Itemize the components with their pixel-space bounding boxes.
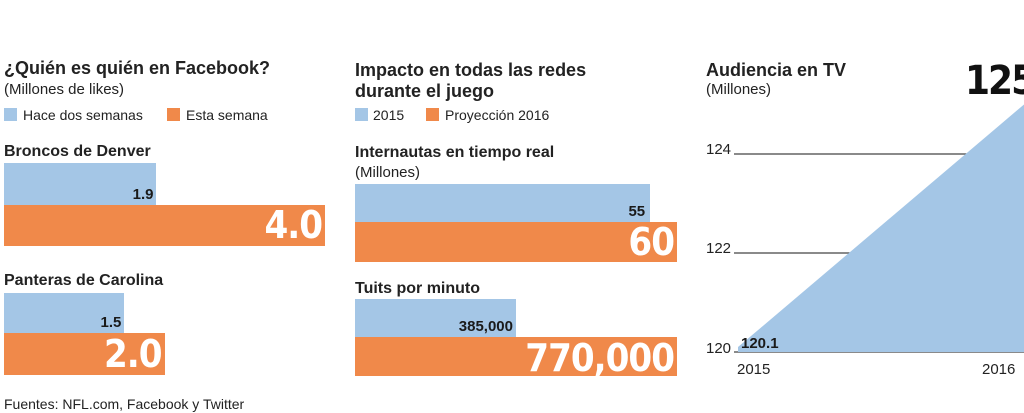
metric-label-internautas: Internautas en tiempo real	[355, 144, 555, 161]
value-tuits-2016: 770,000	[525, 336, 675, 380]
bar-panteras-before	[4, 293, 125, 333]
bar-broncos-now	[4, 205, 325, 246]
legend-label-before: Hace dos semanas	[23, 107, 143, 123]
legend-swatch-2016	[426, 108, 439, 121]
tv-subtitle: (Millones)	[706, 81, 772, 98]
impacto-title-line2: durante el juego	[355, 81, 495, 101]
value-internautas-2015: 55	[628, 203, 646, 220]
value-tuits-2015: 385,000	[458, 318, 513, 335]
legend-swatch-now	[167, 108, 180, 121]
value-internautas-2016: 60	[628, 220, 675, 264]
facebook-title: ¿Quién es quién en Facebook?	[4, 58, 271, 78]
legend-label-2016: Proyección 2016	[445, 107, 550, 123]
legend-label-now: Esta semana	[186, 107, 268, 123]
tv-audience-area	[738, 104, 1024, 352]
facebook-subtitle: (Millones de likes)	[4, 81, 125, 98]
value-broncos-now: 4.0	[264, 203, 323, 247]
value-panteras-now: 2.0	[103, 332, 163, 376]
tick-label-124: 124	[706, 141, 732, 158]
legend-swatch-2015	[355, 108, 368, 121]
bar-tuits-2015	[355, 299, 516, 337]
team-label-broncos: Broncos de Denver	[4, 143, 151, 160]
footer-source: Fuentes: NFL.com, Facebook y Twitter	[4, 396, 245, 412]
tick-label-122: 122	[706, 240, 732, 257]
year-label-2015: 2015	[737, 361, 771, 378]
team-label-panteras: Panteras de Carolina	[4, 272, 164, 289]
bar-internautas-2016	[355, 222, 677, 262]
value-broncos-before: 1.9	[132, 186, 154, 203]
metric-unit-internautas: (Millones)	[355, 164, 421, 181]
bar-tuits-2016	[355, 337, 677, 376]
value-panteras-before: 1.5	[100, 314, 122, 331]
legend-label-2015: 2015	[373, 107, 405, 123]
year-label-2016: 2016	[982, 361, 1016, 378]
tv-start-value: 120.1	[741, 335, 779, 352]
bar-internautas-2015	[355, 184, 651, 222]
legend-swatch-before	[4, 108, 17, 121]
impacto-title-line1: Impacto en todas las redes	[355, 60, 587, 80]
metric-label-tuits: Tuits por minuto	[355, 280, 481, 297]
tv-area-chart	[734, 104, 1024, 353]
tv-end-value: 125	[965, 58, 1024, 104]
tick-label-120: 120	[706, 340, 732, 357]
bar-broncos-before	[4, 163, 157, 205]
tv-title: Audiencia en TV	[706, 60, 847, 80]
bar-panteras-now	[4, 333, 165, 375]
